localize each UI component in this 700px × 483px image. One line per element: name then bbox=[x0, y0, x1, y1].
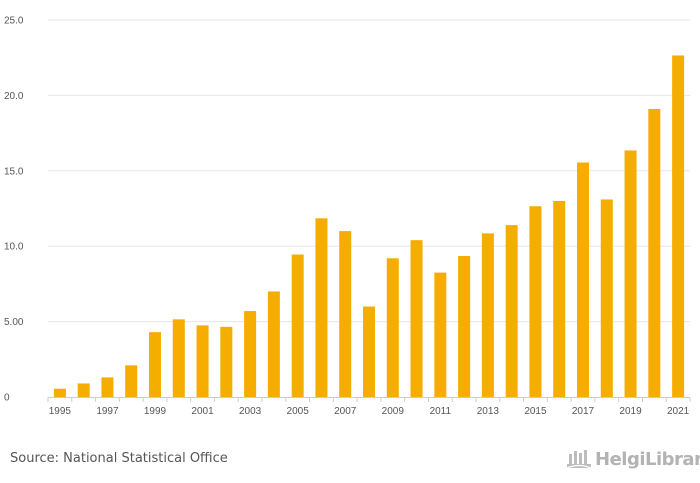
x-tick-label: 2005 bbox=[287, 406, 310, 417]
bar[interactable] bbox=[125, 365, 138, 397]
bar[interactable] bbox=[672, 55, 685, 397]
x-tick-label: 1995 bbox=[49, 406, 72, 417]
bar[interactable] bbox=[481, 233, 494, 397]
bars bbox=[53, 55, 685, 397]
bar[interactable] bbox=[434, 272, 447, 397]
bar[interactable] bbox=[648, 108, 661, 397]
x-tick-label: 2007 bbox=[334, 406, 357, 417]
bar[interactable] bbox=[600, 199, 613, 397]
bar[interactable] bbox=[244, 311, 257, 397]
bar[interactable] bbox=[220, 326, 233, 397]
bar[interactable] bbox=[291, 254, 304, 397]
x-axis: 1995 1997 1999 2001 2003 2005 2007 2009 2011 2013… bbox=[47, 397, 691, 417]
bar[interactable] bbox=[577, 162, 589, 397]
bar-chart: 0 5.00 10.0 15.0 20.0 25.0 1995 1997 1999 2001 20… bbox=[4, 16, 691, 417]
y-tick-label: 15.0 bbox=[4, 166, 24, 177]
bar[interactable] bbox=[149, 332, 161, 397]
y-tick-label: 0 bbox=[4, 393, 10, 404]
bar[interactable] bbox=[458, 256, 471, 397]
source-note: Source: National Statistical Office bbox=[10, 451, 228, 466]
bar[interactable] bbox=[363, 306, 375, 397]
bar[interactable] bbox=[267, 291, 280, 397]
x-tick-label: 2017 bbox=[572, 406, 595, 417]
brand-logo[interactable]: HelgiLibrary bbox=[566, 448, 700, 470]
bar[interactable] bbox=[53, 388, 66, 397]
grid-lines bbox=[48, 19, 690, 323]
x-tick-label: 2009 bbox=[382, 406, 405, 417]
x-tick-label: 2019 bbox=[619, 406, 642, 417]
bar[interactable] bbox=[101, 377, 114, 397]
bar[interactable] bbox=[410, 240, 423, 397]
y-tick-label: 10.0 bbox=[4, 242, 24, 253]
bar[interactable] bbox=[553, 200, 566, 397]
y-tick-label: 25.0 bbox=[4, 16, 24, 27]
bar[interactable] bbox=[529, 206, 542, 397]
y-tick-label: 5.00 bbox=[4, 317, 24, 328]
bar[interactable] bbox=[386, 258, 399, 397]
bar[interactable] bbox=[505, 225, 518, 397]
x-tick-label: 2013 bbox=[477, 406, 500, 417]
x-tick-label: 2015 bbox=[524, 406, 547, 417]
brand-name: HelgiLibrary bbox=[595, 448, 700, 470]
y-tick-label: 20.0 bbox=[4, 91, 24, 102]
x-tick-label: 2003 bbox=[239, 406, 262, 417]
bar[interactable] bbox=[339, 231, 352, 397]
x-tick-label: 1997 bbox=[96, 406, 119, 417]
bar[interactable] bbox=[315, 218, 328, 397]
bar[interactable] bbox=[172, 319, 185, 397]
bar[interactable] bbox=[77, 383, 90, 397]
x-tick-label: 2021 bbox=[667, 406, 690, 417]
x-tick-label: 1999 bbox=[144, 406, 167, 417]
x-tick-label: 2001 bbox=[191, 406, 214, 417]
y-axis-ticks: 0 5.00 10.0 15.0 20.0 25.0 bbox=[4, 16, 24, 404]
bar[interactable] bbox=[196, 325, 209, 397]
bar[interactable] bbox=[624, 150, 637, 397]
x-tick-label: 2011 bbox=[430, 406, 452, 417]
library-icon bbox=[566, 450, 592, 469]
